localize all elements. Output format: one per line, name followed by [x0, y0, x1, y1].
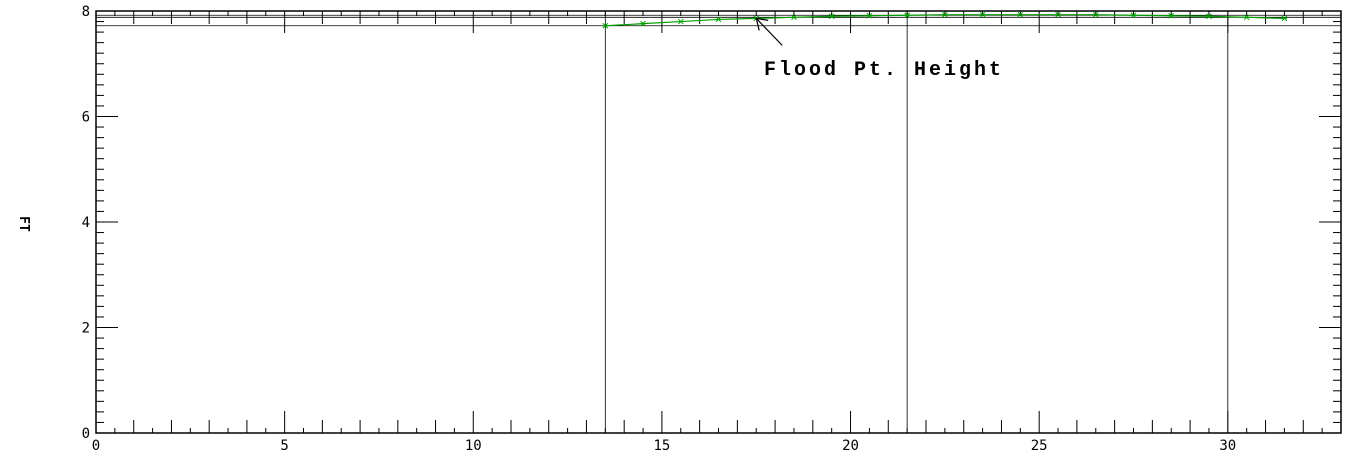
y-tick-label: 0	[82, 426, 90, 442]
series-marker	[791, 14, 797, 21]
series-marker	[1130, 12, 1137, 19]
x-tick-label: 20	[842, 438, 859, 454]
annotation-arrow-head	[755, 17, 769, 31]
reference-lines	[96, 11, 1341, 433]
series-marker	[1168, 12, 1175, 19]
annotation-arrow-line	[755, 17, 783, 46]
series-marker	[828, 13, 835, 20]
series-marker	[602, 22, 609, 29]
series-marker	[1243, 14, 1250, 21]
series-marker	[866, 12, 873, 19]
series-group	[602, 11, 1288, 29]
plot-frame-border	[95, 10, 1342, 434]
series-marker	[904, 12, 910, 19]
plot-frame	[95, 10, 1342, 434]
y-tick-label: 2	[82, 321, 90, 337]
axis-ticks	[95, 10, 1342, 434]
series-marker	[1206, 13, 1212, 20]
series-marker	[677, 18, 684, 25]
annotation-label: Flood Pt. Height	[764, 59, 1004, 82]
series-marker	[1281, 15, 1288, 22]
series-marker	[979, 11, 986, 18]
y-tick-label: 6	[82, 110, 90, 126]
tick-labels: 0 5 10 15 20 25 30 0 2 4 6 8	[82, 4, 1237, 454]
series-marker	[715, 16, 722, 23]
x-tick-label: 25	[1031, 438, 1048, 454]
x-tick-label: 0	[92, 438, 100, 454]
x-tick-label: 10	[465, 438, 482, 454]
series-marker	[1017, 11, 1024, 18]
x-tick-label: 30	[1219, 438, 1236, 454]
annotation-group: Flood Pt. Height	[755, 17, 1004, 82]
x-tick-label: 5	[280, 438, 288, 454]
series-marker	[1092, 11, 1099, 18]
y-tick-label: 4	[82, 215, 90, 231]
series-marker	[640, 20, 646, 27]
series-line	[605, 14, 1285, 27]
series-marker	[1055, 11, 1061, 18]
x-tick-label: 15	[653, 438, 670, 454]
y-tick-label: 8	[82, 4, 90, 20]
series-marker	[942, 11, 948, 18]
y-axis-label: FT	[16, 216, 31, 232]
